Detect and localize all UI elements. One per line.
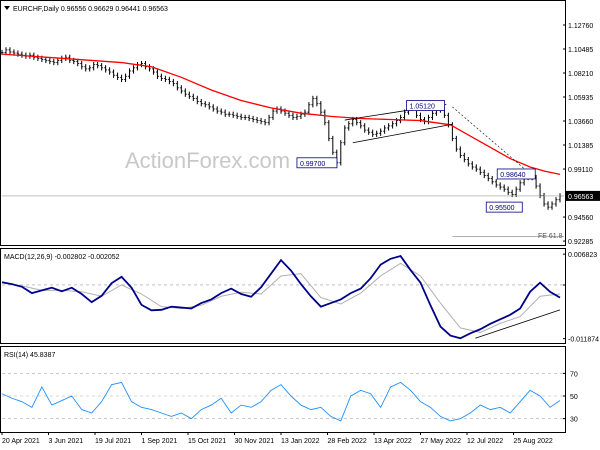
price-panel (0, 0, 566, 246)
macd-trendline (475, 309, 561, 339)
x-tick-label: 13 Apr 2022 (374, 438, 412, 445)
fe-level-label: FE 61.8 (538, 233, 563, 240)
x-tick-label: 20 Apr 2021 (2, 438, 40, 445)
y-tick-label: 0.92285 (568, 239, 593, 246)
current-price-label: 0.96563 (568, 194, 593, 201)
macd-panel (0, 248, 566, 344)
y-tick-label: 1.10485 (568, 47, 593, 54)
annotations-layer: 0.99700 1.05120 0.98640 0.95500 FE 61.8 (296, 100, 564, 240)
watermark: ActionForex.com (125, 148, 290, 173)
high-box-1.0512 (406, 100, 445, 111)
low-box-0.955 (485, 201, 523, 213)
low-box-0.997 (296, 157, 338, 169)
box-0.9864 (496, 168, 536, 180)
macd-y-tick-label: 0.006823 (568, 252, 597, 259)
y-tick-label: 0.94560 (568, 215, 593, 222)
macd-header: MACD(12,26,9) -0.002802 -0.002052 (4, 254, 120, 261)
rsi-header: RSI(14) 45.8387 (4, 352, 55, 359)
annotation-label: 1.05120 (410, 104, 435, 111)
x-tick-label: 15 Oct 2021 (188, 438, 226, 445)
macd-y-tick-label: -0.011874 (568, 337, 599, 344)
rsi-y-tick-label: 70 (570, 371, 578, 378)
annotation-label: 0.95500 (489, 205, 514, 212)
macd-layer: 0.006823 -0.011874 (1, 252, 599, 344)
axes-layer: 1.12760 1.10485 1.08210 1.05935 1.03660 1.013… (1, 23, 600, 445)
menu-triangle-icon (4, 6, 10, 10)
y-tick-label: 1.03660 (568, 119, 593, 126)
x-tick-label: 28 Feb 2022 (328, 438, 367, 445)
x-tick-label: 3 Jun 2021 (49, 438, 84, 445)
current-price-tag (566, 190, 600, 201)
x-tick-label: 30 Nov 2021 (235, 438, 275, 445)
moving-average-line (1, 53, 561, 176)
y-tick-label: 1.08210 (568, 71, 593, 78)
x-tick-label: 25 Aug 2022 (514, 438, 553, 445)
annotation-label: 0.98640 (500, 172, 525, 179)
x-tick-label: 27 May 2022 (421, 438, 462, 445)
moving-average-layer (1, 53, 561, 176)
macd-main-line (1, 255, 561, 340)
y-tick-label: 1.01385 (568, 143, 593, 150)
x-tick-label: 1 Sep 2021 (142, 438, 178, 445)
rsi-line (1, 381, 561, 422)
x-tick-label: 13 Jan 2022 (281, 438, 320, 445)
price-header: EURCHF,Daily 0.96556 0.96629 0.96441 0.9… (4, 6, 168, 13)
y-tick-label: 0.99110 (568, 167, 593, 174)
projection-dashed-line (452, 106, 533, 176)
x-tick-label: 12 Jul 2022 (467, 438, 503, 445)
symbol-label: EURCHF,Daily 0.96556 0.96629 0.96441 0.9… (13, 6, 168, 13)
rsi-panel (0, 346, 566, 433)
y-tick-label: 1.05935 (568, 95, 593, 102)
y-tick-label: 1.12760 (568, 23, 593, 30)
macd-signal-line (1, 262, 561, 333)
x-tick-label: 19 Jul 2021 (95, 438, 131, 445)
rsi-y-tick-label: 30 (570, 417, 578, 424)
rsi-y-tick-label: 50 (570, 394, 578, 401)
channel-lower-line (352, 123, 453, 144)
annotation-label: 0.99700 (300, 161, 325, 168)
rsi-layer: 70 50 30 (1, 371, 578, 424)
